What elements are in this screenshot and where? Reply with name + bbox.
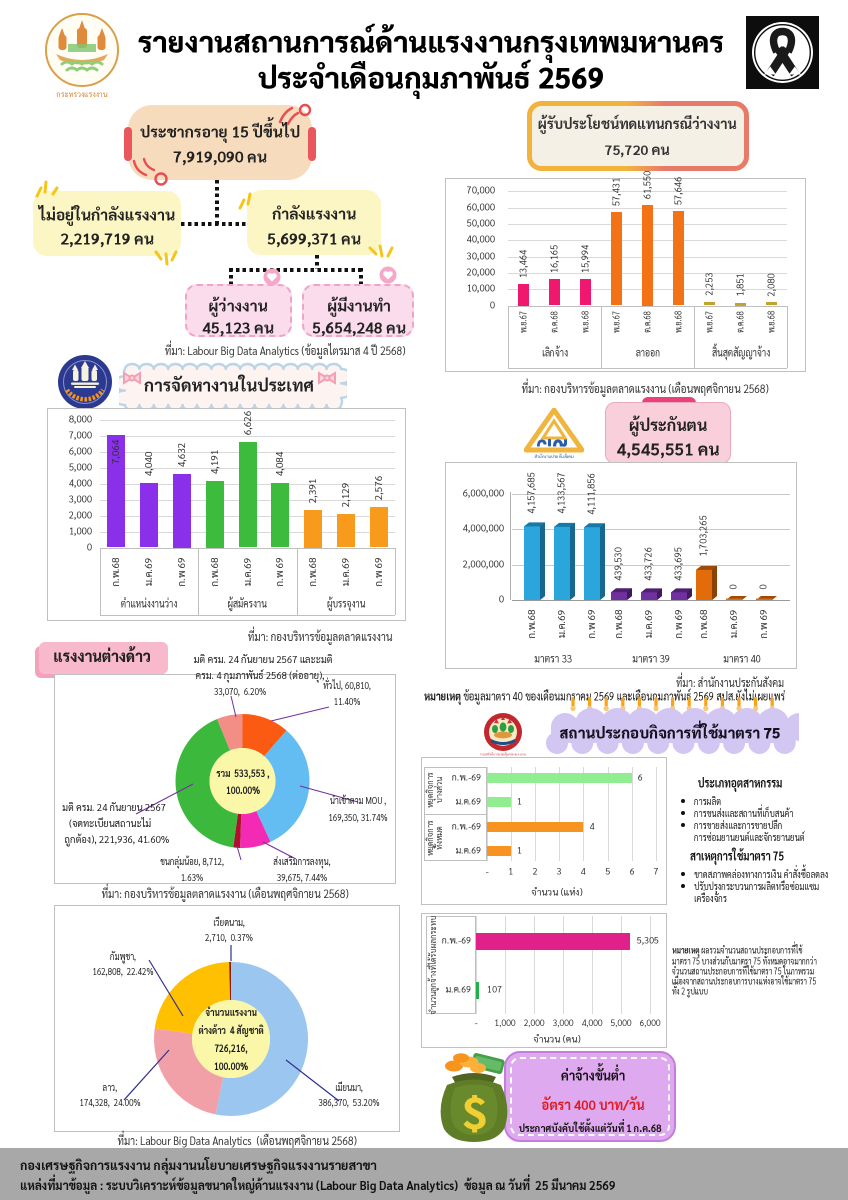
svg-text:กระทรวงแรงงาน: กระทรวงแรงงาน bbox=[56, 89, 108, 99]
svg-text:สำนักงานประกันสังคม: สำนักงานประกันสังคม bbox=[534, 453, 574, 460]
svg-text:กรมสวัสดิการและคุ้มครองแรงงาน: กรมสวัสดิการและคุ้มครองแรงงาน bbox=[480, 752, 526, 758]
svg-text:$: $ bbox=[462, 1083, 486, 1140]
